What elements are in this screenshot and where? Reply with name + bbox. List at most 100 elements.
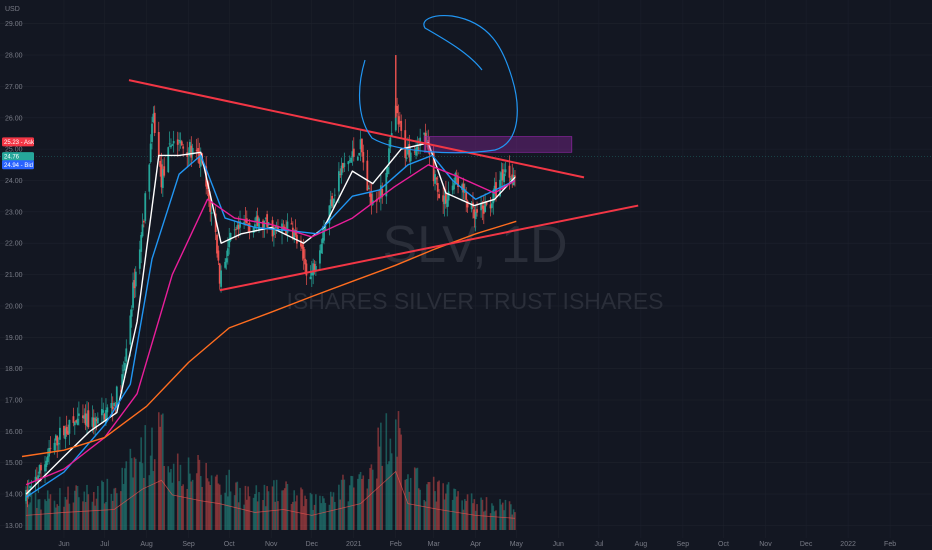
candle-body [84,413,87,425]
candle-body [198,151,201,164]
volume-bar [266,486,268,530]
candle-body [243,222,245,224]
candle-body [466,200,469,208]
volume-bar [501,502,504,530]
candle-body [167,147,170,173]
volume-bar [473,499,476,530]
candle-body [45,460,48,467]
volume-bar [381,465,384,530]
volume-bar [362,475,365,530]
candle-body [228,239,231,248]
volume-bar [209,485,212,530]
candle-body [319,250,321,264]
candle-body [94,417,97,428]
volume-bar [162,413,164,530]
volume-bar [132,477,134,530]
candle-body [347,161,350,165]
volume-bar [153,459,156,530]
volume-bar [376,478,378,530]
volume-bar [29,502,31,530]
volume-bar [282,490,285,530]
drawings [128,79,639,292]
price-tick-label: 23.00 [5,209,23,216]
candle-body [103,413,106,420]
volume-bar [407,474,409,530]
volume-bar [235,482,237,530]
volume-bar [267,491,270,530]
candle-body [359,139,362,150]
candle-body [217,250,220,261]
candle-body [247,223,250,226]
volume-bar [447,482,450,530]
volume-bar [208,481,210,530]
volume-bar [157,412,160,530]
candle-body [133,280,136,289]
volume-bar [462,509,465,530]
volume-bar [455,496,458,530]
candle-body [457,177,459,187]
candle-body [160,164,163,188]
candle-body [95,419,98,422]
candle-body [275,227,278,229]
volume-bar [292,501,294,530]
volume-bar [286,483,289,530]
volume-bar [400,434,402,530]
volume-bar [78,497,80,530]
volume-bar [248,496,251,530]
price-tick-label: 24.00 [5,178,23,185]
volume-bar [347,501,350,530]
volume-bar [187,457,190,530]
ma-fast-line [25,142,516,495]
volume-bar [247,486,249,530]
candle-body [451,185,454,191]
ask-price-label: 25.23 - Ask [4,140,35,146]
candle-body [351,151,354,158]
volume-bar [339,499,342,530]
volume-bar [396,456,398,530]
candle-body [366,160,369,191]
candle-body [68,419,71,434]
volume-bar [106,478,109,530]
candle-body [252,228,255,233]
volume-bar [44,499,46,530]
volume-bar [195,473,198,530]
candle-body [272,227,275,235]
candle-body [509,177,512,181]
volume-bar [390,453,393,530]
candle-body [470,203,473,210]
volume-bar [75,485,77,530]
candle-body [300,240,302,247]
volume-bar [514,512,516,530]
candle-body [235,229,237,231]
volume-bar [197,455,199,530]
circle-annotation-drawing[interactable] [358,15,518,154]
volume-bar [133,457,136,530]
volume-bar [438,480,440,530]
moving-averages [21,142,517,498]
candle-body [473,209,476,219]
price-tick-label: 13.00 [5,523,23,530]
candle-body [224,261,227,268]
volume-bar [340,479,343,530]
candle-body [38,465,41,474]
volume-bar [423,500,426,530]
candle-body [493,185,496,191]
volume-bar [72,502,75,530]
candle-body [172,141,175,144]
candle-body [262,220,264,229]
volume-bar [315,494,317,530]
volume-bar [143,477,145,530]
volume-bar [36,507,38,530]
candle-body [25,489,27,502]
candle-body [447,191,450,201]
candle-body [446,199,449,208]
volume-bar [252,497,255,530]
candle-body [400,120,403,131]
volume-bar [489,513,492,530]
volume-bar [472,503,474,530]
candle-body [277,227,279,230]
candle-body [396,105,399,114]
volume-bars [25,411,516,530]
candle-body [171,144,174,146]
